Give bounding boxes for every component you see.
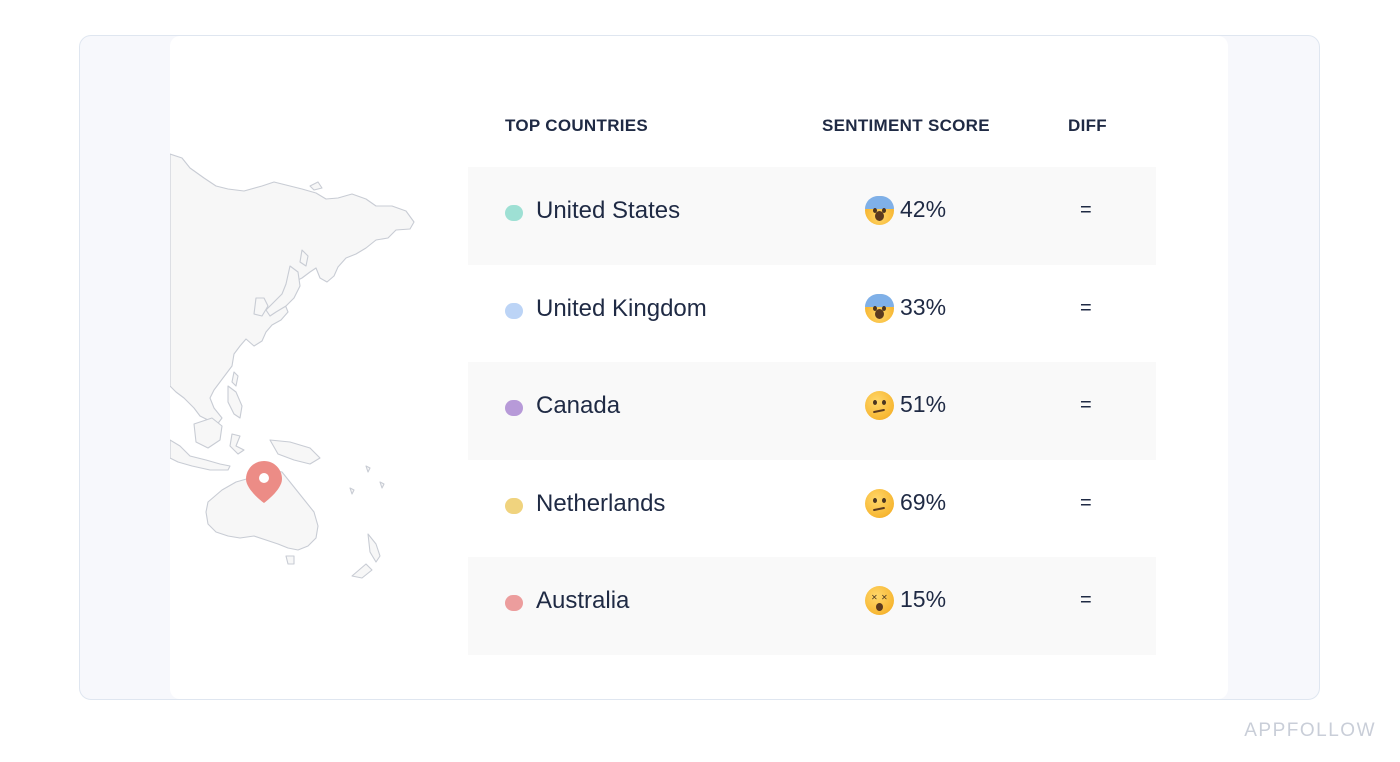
- diff-value: =: [1080, 589, 1092, 612]
- diff-value: =: [1080, 394, 1092, 417]
- appfollow-watermark: APPFOLLOW: [1244, 720, 1376, 741]
- column-header-sentiment-score: SENTIMENT SCORE: [822, 116, 990, 135]
- column-header-top-countries: TOP COUNTRIES: [505, 116, 649, 135]
- face-screaming-in-fear-icon: [865, 196, 894, 225]
- location-pin-icon: [246, 461, 282, 503]
- table-row: United States 42% =: [468, 167, 1156, 265]
- country-color-dot: [505, 205, 523, 221]
- table-row: United Kingdom 33% =: [468, 265, 1156, 363]
- country-color-dot: [505, 497, 523, 514]
- sentiment-score-value: 33%: [900, 293, 947, 320]
- table-row: Canada 51% =: [468, 362, 1156, 460]
- sentiment-score-value: 42%: [900, 196, 947, 222]
- sentiment-score-value: 15%: [900, 586, 947, 613]
- map-outline: [170, 153, 415, 579]
- dizzy-face-icon: ✕ ✕: [865, 586, 894, 616]
- world-map: [170, 36, 470, 699]
- face-screaming-in-fear-icon: [865, 293, 894, 323]
- countries-table: United States 42% = United Kingdom 33% =…: [468, 167, 1156, 655]
- diff-value: =: [1080, 199, 1092, 221]
- diff-value: =: [1080, 296, 1092, 319]
- sentiment-score-value: 69%: [900, 488, 947, 515]
- column-header-diff: DIFF: [1068, 116, 1107, 135]
- sentiment-score-value: 51%: [900, 391, 947, 418]
- country-name: United Kingdom: [536, 294, 707, 322]
- country-color-dot: [505, 595, 523, 612]
- country-color-dot: [505, 400, 523, 417]
- diff-value: =: [1080, 491, 1092, 514]
- country-name: Canada: [536, 392, 621, 420]
- confused-face-icon: [865, 488, 894, 518]
- country-color-dot: [505, 302, 523, 319]
- top-countries-card: TOP COUNTRIES SENTIMENT SCORE DIFF Unite…: [170, 36, 1228, 699]
- country-name: Netherlands: [536, 489, 666, 517]
- country-name: United States: [536, 197, 681, 224]
- confused-face-icon: [865, 391, 894, 421]
- country-name: Australia: [536, 587, 630, 615]
- table-row: Netherlands 69% =: [468, 460, 1156, 558]
- table-row: Australia ✕ ✕ 15% =: [468, 557, 1156, 655]
